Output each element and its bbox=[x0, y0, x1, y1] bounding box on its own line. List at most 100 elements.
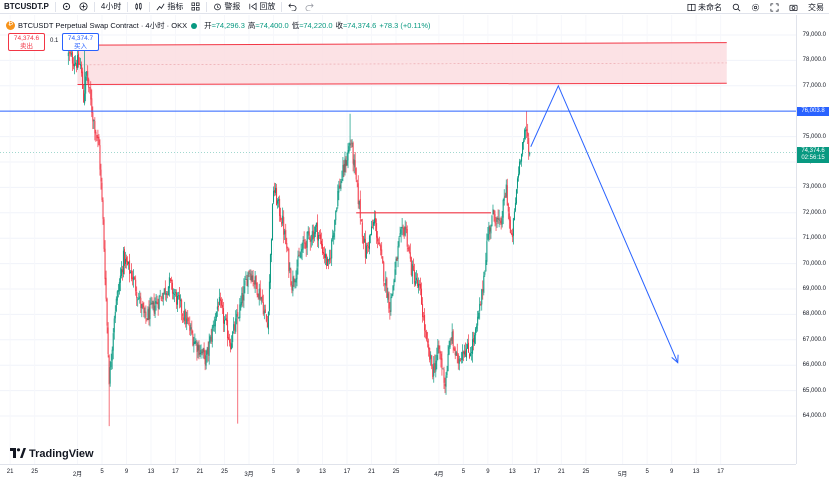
toolbar-right-group: 未命名 交易 bbox=[682, 0, 829, 14]
candle-body bbox=[527, 132, 529, 137]
chart-pane[interactable] bbox=[0, 15, 796, 464]
candle-body bbox=[450, 339, 452, 341]
candle-body bbox=[200, 349, 202, 355]
candle-body bbox=[306, 231, 308, 248]
candle-body bbox=[131, 270, 133, 279]
candle-body bbox=[254, 276, 256, 285]
add-symbol-button[interactable] bbox=[75, 0, 92, 14]
sell-button[interactable]: 74,374.6 卖出 bbox=[8, 33, 45, 51]
candle-body bbox=[186, 318, 188, 325]
alert-label: 警报 bbox=[224, 2, 241, 11]
candle-body bbox=[437, 345, 439, 354]
replay-button[interactable]: 回放 bbox=[244, 0, 279, 14]
resistance-zone-top-border bbox=[77, 42, 727, 46]
candle-body bbox=[143, 305, 145, 314]
last-price-text: 74,374.6 bbox=[801, 147, 825, 154]
candle-body bbox=[216, 306, 218, 310]
candle-body bbox=[281, 221, 283, 225]
time-tick-label: 17 bbox=[343, 469, 351, 475]
candle-body bbox=[470, 353, 472, 357]
candle-body bbox=[423, 316, 425, 318]
tradingview-logo[interactable]: TradingView bbox=[10, 447, 94, 461]
candle-body bbox=[291, 284, 293, 291]
candle-body bbox=[78, 53, 80, 65]
candle-body bbox=[218, 297, 220, 306]
candles-icon bbox=[135, 2, 142, 11]
indicators-button[interactable]: 指标 bbox=[152, 0, 187, 14]
low-label: 低 bbox=[291, 21, 300, 30]
candle-body bbox=[188, 322, 190, 324]
candle-body bbox=[210, 336, 212, 341]
candle-body bbox=[326, 254, 328, 266]
search-button[interactable] bbox=[727, 0, 746, 14]
alert-button[interactable]: 警报 bbox=[209, 0, 244, 14]
candle-body bbox=[350, 143, 352, 145]
settings-button[interactable] bbox=[746, 0, 765, 14]
templates-button[interactable] bbox=[187, 0, 204, 14]
candle-body bbox=[183, 317, 185, 320]
candle-body bbox=[89, 87, 91, 89]
time-tick-label: 25 bbox=[392, 469, 400, 475]
candle-body bbox=[219, 298, 221, 301]
candle-body bbox=[393, 280, 395, 287]
candle-body bbox=[268, 281, 270, 311]
candle-body bbox=[288, 248, 290, 272]
candle-body bbox=[411, 264, 413, 277]
candle-body bbox=[316, 222, 318, 240]
trade-button[interactable]: 交易 bbox=[803, 0, 829, 14]
price-chart[interactable] bbox=[0, 15, 796, 464]
candle-body bbox=[104, 248, 106, 280]
candle-body bbox=[320, 240, 322, 246]
candle-body bbox=[413, 270, 415, 284]
search-icon bbox=[732, 3, 741, 11]
compare-symbol-button[interactable] bbox=[58, 0, 75, 14]
candle-body bbox=[105, 277, 107, 299]
candle-body bbox=[472, 339, 474, 354]
candle-body bbox=[123, 249, 125, 266]
candle-body bbox=[446, 370, 448, 375]
time-scale[interactable]: 21 25 2月 5 9 13 17 21 25 3月 5 9 13 17 21 25 4月 5 9 13 17 21 25… bbox=[0, 464, 796, 486]
candle-body bbox=[98, 136, 100, 146]
candle-body bbox=[127, 261, 129, 265]
symbol-search[interactable]: BTCUSDT.P bbox=[0, 0, 53, 14]
candle-body bbox=[180, 299, 182, 302]
price-scale[interactable]: 79,000.078,000.077,000.075,000.074,000.0… bbox=[796, 15, 829, 464]
candle-body bbox=[319, 234, 321, 240]
interval-selector[interactable]: 4小时 bbox=[97, 0, 125, 14]
candle-body bbox=[484, 272, 486, 275]
candle-body bbox=[248, 271, 250, 273]
candle-body bbox=[237, 312, 239, 317]
candle-body bbox=[455, 351, 457, 356]
candle-body bbox=[465, 348, 467, 358]
snapshot-button[interactable] bbox=[784, 0, 803, 14]
candle-body bbox=[514, 202, 516, 211]
candle-body bbox=[199, 353, 201, 355]
candle-body bbox=[92, 112, 94, 122]
toolbar-divider bbox=[206, 1, 208, 12]
candle-body bbox=[289, 267, 291, 270]
candle-body bbox=[160, 296, 162, 300]
candle-body bbox=[435, 360, 437, 372]
candle-body bbox=[263, 310, 265, 314]
time-tick-label: 13 bbox=[319, 469, 326, 475]
candle-body bbox=[524, 130, 526, 140]
candle-body bbox=[168, 277, 170, 289]
replay-icon bbox=[249, 2, 257, 11]
candle-body bbox=[233, 324, 235, 331]
candle-body bbox=[86, 71, 88, 76]
layout-button[interactable]: 未命名 bbox=[682, 0, 727, 14]
undo-button[interactable] bbox=[284, 0, 301, 14]
redo-button[interactable] bbox=[301, 0, 318, 14]
candle-body bbox=[462, 351, 464, 354]
redo-icon bbox=[305, 3, 314, 11]
candle-body bbox=[313, 232, 315, 238]
candle-body bbox=[74, 62, 76, 65]
buy-button[interactable]: 74,374.7 买入 bbox=[62, 33, 99, 51]
fullscreen-button[interactable] bbox=[765, 0, 784, 14]
candle-body bbox=[136, 291, 138, 298]
tradingview-mark-icon bbox=[10, 447, 26, 461]
price-tick-label: 73,000.0 bbox=[802, 184, 826, 191]
candle-body bbox=[502, 199, 504, 218]
candle-body bbox=[515, 189, 517, 204]
chart-type-button[interactable] bbox=[130, 0, 147, 14]
